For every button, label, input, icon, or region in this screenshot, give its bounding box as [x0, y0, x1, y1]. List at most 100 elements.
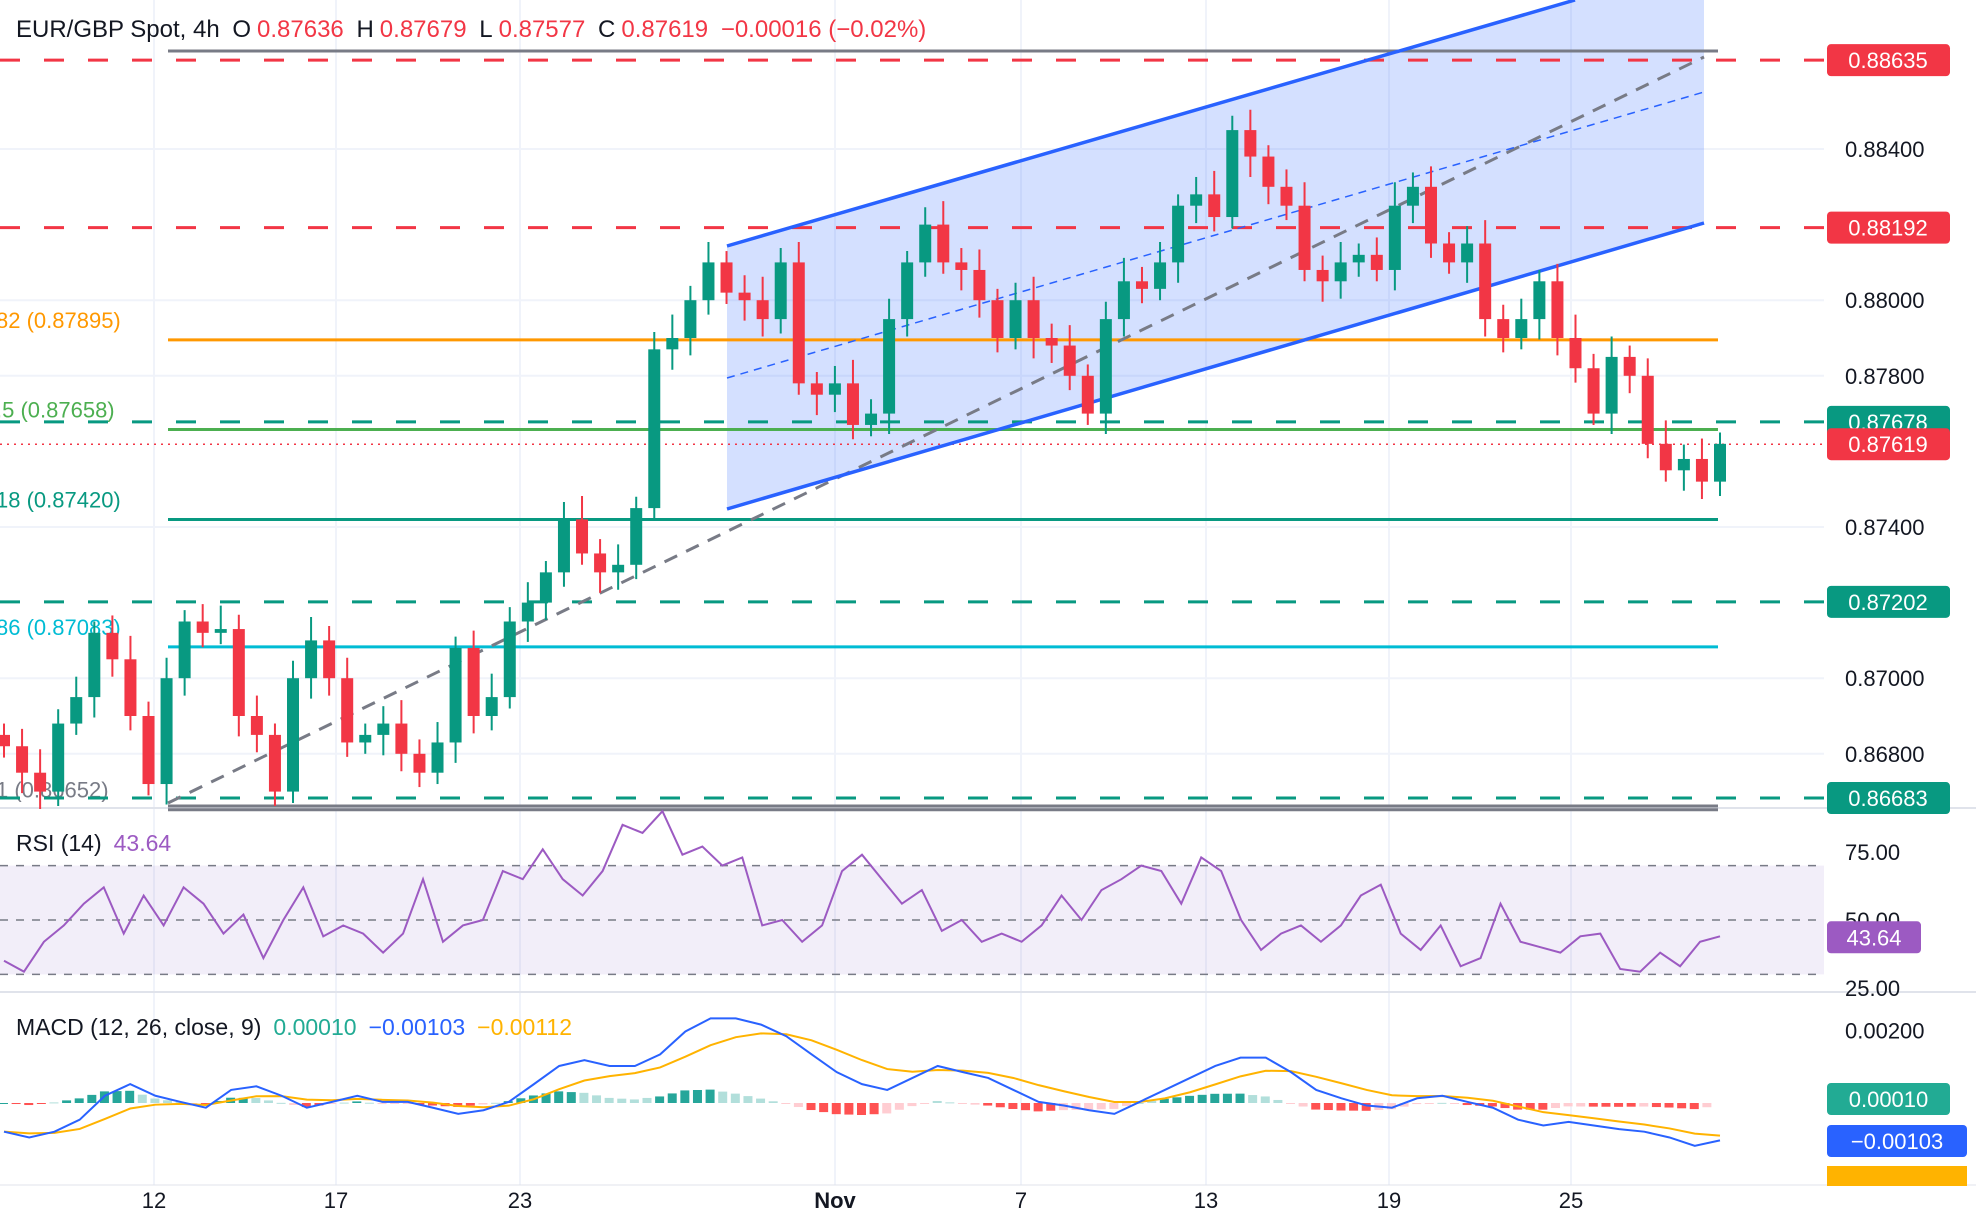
candle	[1569, 314, 1582, 383]
change-value: −0.00016 (−0.02%)	[720, 16, 927, 43]
macd-histogram-bar	[1121, 1103, 1131, 1106]
macd-histogram-bar	[655, 1096, 665, 1103]
candle	[1009, 282, 1022, 350]
macd-histogram-bar	[579, 1092, 589, 1103]
macd-histogram-bar	[1071, 1103, 1081, 1110]
candle	[485, 673, 498, 731]
candle	[720, 251, 733, 304]
macd-histogram-bar	[1462, 1103, 1472, 1106]
candle-body	[1641, 375, 1654, 444]
candle-body	[1406, 186, 1419, 206]
candle	[1443, 232, 1456, 274]
candle-body	[919, 224, 932, 263]
candle	[630, 496, 643, 580]
candle	[359, 723, 372, 754]
macd-histogram-bar	[1210, 1093, 1220, 1103]
macd-histogram-bar	[1159, 1098, 1169, 1103]
close-label: C	[598, 16, 616, 43]
candle	[1208, 170, 1221, 232]
macd-tick-label: 0.00200	[1845, 1018, 1925, 1043]
candle-body	[1262, 156, 1275, 187]
candle	[738, 275, 751, 321]
macd-histogram-bar	[390, 1103, 400, 1104]
current-price-badge	[1827, 428, 1950, 461]
fib-level-label: 86 (0.87083)	[0, 615, 121, 640]
candle	[1280, 169, 1293, 221]
macd-histogram-bar	[1349, 1103, 1359, 1111]
candle-body	[395, 723, 408, 754]
macd-histogram-bar	[844, 1103, 854, 1115]
candle-body	[250, 716, 263, 735]
symbol-title[interactable]: EUR/GBP Spot, 4h	[16, 16, 220, 43]
candle	[1406, 172, 1419, 224]
price-level-badge-label: 0.86683	[1848, 786, 1928, 811]
candle-body	[991, 300, 1004, 338]
candle	[1533, 269, 1546, 340]
candle	[0, 723, 10, 758]
macd-histogram-bar	[1424, 1103, 1434, 1104]
macd-histogram-bar	[781, 1103, 791, 1104]
macd-histogram-bar	[983, 1103, 993, 1106]
macd-histogram-bar	[566, 1092, 576, 1103]
candle-body	[1551, 281, 1564, 338]
macd-histogram-bar	[478, 1103, 488, 1105]
macd-histogram-bar	[592, 1095, 602, 1103]
candle-body	[1135, 281, 1148, 289]
macd-histogram-bar	[1563, 1103, 1573, 1107]
macd-title[interactable]: MACD (12, 26, close, 9)	[16, 1014, 262, 1040]
macd-histogram-bar	[339, 1102, 349, 1104]
macd-histogram-bar	[352, 1101, 362, 1103]
rsi-title[interactable]: RSI (14)	[16, 830, 102, 856]
candle-body	[1190, 194, 1203, 206]
candle-body	[1045, 338, 1058, 346]
trendline-dashed	[167, 55, 1705, 805]
candle	[883, 298, 896, 435]
candle-body	[1280, 186, 1293, 206]
macd-histogram-bar	[1639, 1103, 1649, 1107]
candle	[377, 706, 390, 756]
candle-body	[865, 413, 878, 425]
candle-body	[1659, 443, 1672, 471]
macd-histogram-bar	[402, 1103, 412, 1104]
candle	[1262, 145, 1275, 205]
macd-histogram-bar	[1689, 1103, 1699, 1110]
macd-signal-value: −0.00112	[477, 1014, 573, 1040]
candle-body	[1461, 243, 1474, 263]
macd-histogram-bar	[730, 1093, 740, 1103]
candle	[88, 621, 101, 718]
candle	[1370, 237, 1383, 282]
macd-histogram-bar	[894, 1103, 904, 1110]
candle-body	[1695, 458, 1708, 482]
macd-hist-value: 0.00010	[273, 1014, 357, 1040]
candle-body	[720, 262, 733, 293]
candle	[774, 248, 787, 334]
macd-histogram-bar	[945, 1102, 955, 1104]
macd-histogram-bar	[1450, 1103, 1460, 1104]
candle-body	[1081, 375, 1094, 414]
candle	[1334, 241, 1347, 299]
candle	[1081, 364, 1094, 425]
candle-body	[52, 723, 65, 792]
candle	[1623, 345, 1636, 394]
candle-body	[756, 300, 769, 320]
candle-body	[70, 697, 83, 724]
candle-body	[1226, 130, 1239, 218]
price-tick-label: 0.88000	[1845, 288, 1925, 313]
macd-value-badge-label: 0.00010	[1849, 1087, 1929, 1112]
macd-histogram-bar	[1361, 1103, 1371, 1111]
price-level-badge	[1827, 585, 1950, 618]
candle	[34, 749, 47, 809]
macd-histogram-bar	[49, 1102, 59, 1104]
macd-histogram-bar	[1487, 1103, 1497, 1107]
macd-histogram-bar	[831, 1103, 841, 1115]
macd-histogram-bar	[1550, 1103, 1560, 1109]
candle-body	[1424, 186, 1437, 244]
macd-histogram-bar	[957, 1103, 967, 1104]
price-tick-label: 0.87000	[1845, 666, 1925, 691]
candle	[232, 614, 245, 737]
candle	[287, 660, 300, 803]
macd-histogram-bar	[36, 1103, 46, 1104]
low-label: L	[479, 16, 493, 43]
